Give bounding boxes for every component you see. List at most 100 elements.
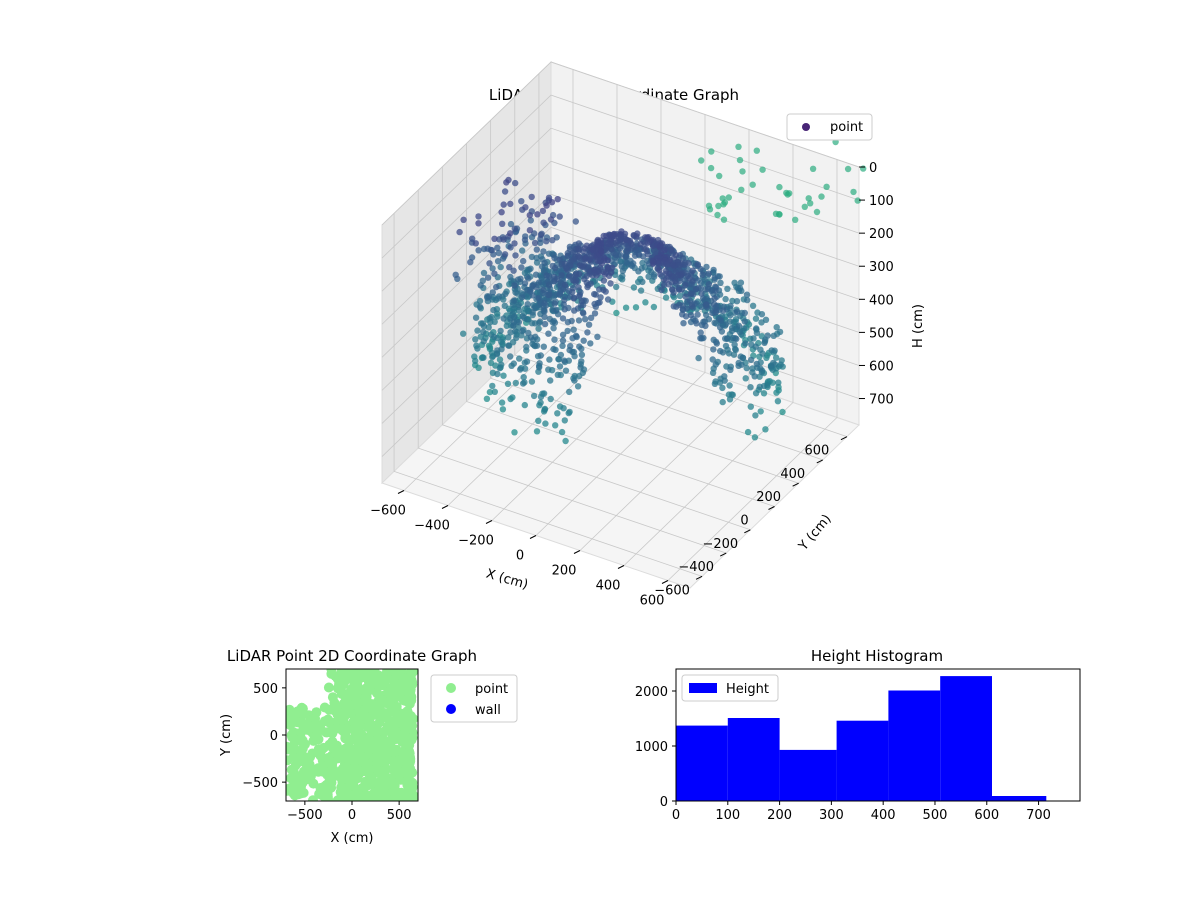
point-3d — [663, 276, 670, 283]
point-3d — [668, 247, 675, 254]
point-3d — [533, 246, 540, 253]
point-3d — [501, 302, 508, 309]
x-tick-label-3d: −400 — [414, 519, 450, 534]
point-3d — [642, 245, 650, 253]
point-3d — [730, 351, 738, 358]
point-3d — [749, 302, 757, 309]
point-3d — [578, 351, 586, 358]
point-3d — [726, 382, 733, 389]
grid-x — [491, 99, 662, 521]
grid-z — [381, 94, 860, 259]
point-3d — [711, 301, 718, 308]
point-3d — [687, 311, 695, 319]
point-3d — [694, 261, 701, 268]
point-3d — [561, 306, 568, 313]
legend-histogram-label: Height — [726, 682, 769, 697]
z-tick-label-3d: 300 — [869, 260, 894, 275]
point-3d — [759, 350, 766, 357]
point-2d — [321, 727, 332, 738]
point-3d — [703, 301, 710, 308]
y-tick-3d — [719, 552, 727, 557]
point-2d — [353, 669, 364, 677]
point-3d — [572, 279, 579, 286]
point-3d — [535, 417, 542, 424]
point-3d — [584, 283, 591, 291]
point-3d — [721, 377, 728, 384]
point-3d — [747, 356, 755, 364]
point-2d — [286, 704, 295, 715]
point-3d — [735, 143, 742, 150]
point-3d — [527, 334, 535, 341]
z-tick-label-3d: 200 — [869, 227, 894, 242]
grid-y — [393, 213, 703, 577]
point-3d — [770, 332, 777, 339]
point-3d — [536, 318, 544, 325]
point-3d — [559, 315, 567, 322]
point-3d — [698, 157, 705, 164]
point-3d — [546, 356, 553, 363]
point-3d — [551, 254, 558, 262]
point-3d — [634, 230, 641, 237]
point-3d — [510, 297, 518, 304]
point-2d — [297, 743, 308, 754]
legend-2d: point wall — [430, 674, 518, 723]
point-3d — [613, 283, 620, 291]
point-2d — [286, 755, 293, 766]
point-3d — [551, 319, 559, 326]
point-3d — [494, 313, 501, 320]
point-3d — [632, 304, 640, 311]
point-2d — [352, 697, 363, 708]
point-3d — [728, 391, 735, 398]
z-tick-label-3d: 500 — [869, 326, 894, 341]
point-2d — [404, 748, 415, 759]
point-3d — [735, 362, 742, 369]
point-3d — [594, 333, 601, 340]
point-3d — [635, 268, 642, 275]
y-tick-3d — [840, 436, 848, 441]
point-3d — [491, 388, 498, 395]
point-2d — [366, 684, 376, 695]
point-3d — [697, 329, 704, 336]
point-3d — [519, 380, 527, 387]
point-3d — [522, 204, 529, 211]
point-3d — [527, 265, 534, 272]
point-3d — [686, 275, 693, 282]
point-3d — [818, 193, 825, 200]
point-3d — [682, 282, 689, 289]
point-3d — [705, 281, 713, 288]
point-3d — [501, 188, 509, 195]
point-3d — [773, 324, 780, 331]
point-3d — [528, 193, 535, 201]
point-3d — [725, 194, 732, 201]
point-3d — [582, 316, 589, 323]
point-3d — [538, 274, 545, 282]
point-3d — [805, 195, 812, 202]
point-3d — [526, 212, 533, 219]
point-3d — [472, 240, 479, 247]
point-3d — [776, 183, 783, 191]
point-3d — [763, 354, 770, 361]
point-3d — [657, 250, 665, 257]
point-3d — [554, 410, 561, 417]
point-3d — [854, 197, 861, 204]
point-3d — [637, 241, 644, 248]
point-3d — [477, 282, 484, 289]
point-3d — [761, 339, 768, 346]
y-tick-label-hist: 0 — [660, 795, 668, 810]
point-3d — [511, 225, 518, 232]
point-2d — [383, 777, 394, 788]
point-3d — [523, 343, 530, 351]
point-3d — [499, 406, 507, 413]
legend-histogram: Height — [681, 674, 779, 702]
point-3d — [517, 366, 524, 373]
grid-x — [623, 144, 794, 566]
point-3d — [662, 270, 670, 278]
y-tick-label-3d: −200 — [702, 537, 738, 552]
point-2d — [306, 766, 317, 777]
point-3d — [726, 396, 734, 403]
y-tick-label-3d: −600 — [654, 583, 690, 598]
point-2d — [384, 687, 395, 698]
x-tick-3d — [441, 505, 449, 509]
point-3d — [541, 313, 548, 320]
point-2d — [333, 707, 344, 718]
